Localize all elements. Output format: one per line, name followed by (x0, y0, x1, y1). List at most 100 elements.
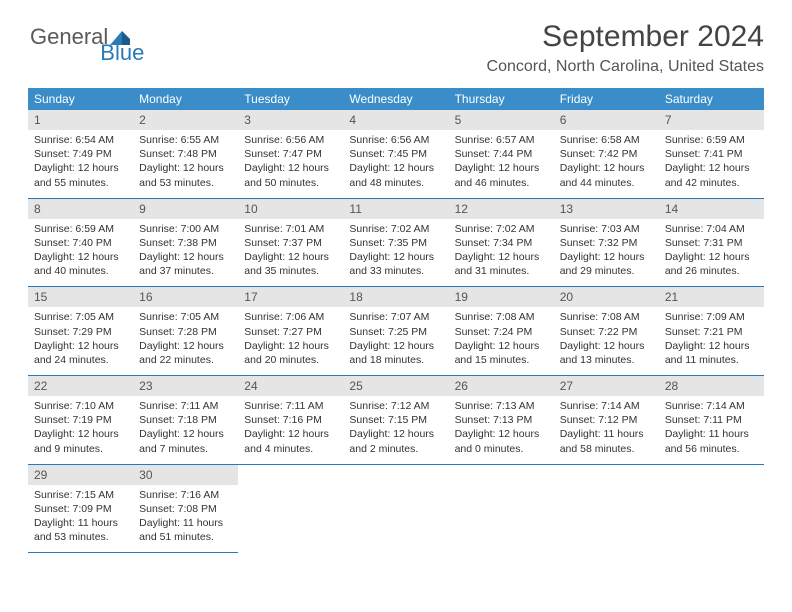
daylight-text: Daylight: 12 hours and 33 minutes. (349, 250, 442, 278)
sunset-text: Sunset: 7:08 PM (139, 502, 232, 516)
week-row: 15Sunrise: 7:05 AMSunset: 7:29 PMDayligh… (28, 287, 764, 376)
daylight-text: Daylight: 12 hours and 31 minutes. (455, 250, 548, 278)
day-header: Monday (133, 88, 238, 110)
day-body: Sunrise: 7:02 AMSunset: 7:34 PMDaylight:… (449, 219, 554, 287)
day-number: 6 (554, 110, 659, 130)
sunset-text: Sunset: 7:48 PM (139, 147, 232, 161)
day-header: Wednesday (343, 88, 448, 110)
daylight-text: Daylight: 12 hours and 20 minutes. (244, 339, 337, 367)
day-number: 26 (449, 376, 554, 396)
day-number: 21 (659, 287, 764, 307)
day-header: Friday (554, 88, 659, 110)
day-body: Sunrise: 7:16 AMSunset: 7:08 PMDaylight:… (133, 485, 238, 553)
sunrise-text: Sunrise: 6:59 AM (34, 222, 127, 236)
day-cell: 20Sunrise: 7:08 AMSunset: 7:22 PMDayligh… (554, 287, 659, 376)
day-number: 16 (133, 287, 238, 307)
day-cell: 21Sunrise: 7:09 AMSunset: 7:21 PMDayligh… (659, 287, 764, 376)
sunrise-text: Sunrise: 7:08 AM (560, 310, 653, 324)
logo-text-general: General (30, 24, 108, 50)
daylight-text: Daylight: 12 hours and 13 minutes. (560, 339, 653, 367)
day-body: Sunrise: 7:08 AMSunset: 7:24 PMDaylight:… (449, 307, 554, 375)
daylight-text: Daylight: 12 hours and 7 minutes. (139, 427, 232, 455)
sunrise-text: Sunrise: 7:00 AM (139, 222, 232, 236)
day-number: 2 (133, 110, 238, 130)
day-header: Sunday (28, 88, 133, 110)
daylight-text: Daylight: 12 hours and 42 minutes. (665, 161, 758, 189)
day-body: Sunrise: 7:00 AMSunset: 7:38 PMDaylight:… (133, 219, 238, 287)
daylight-text: Daylight: 12 hours and 22 minutes. (139, 339, 232, 367)
day-number: 5 (449, 110, 554, 130)
day-number: 29 (28, 465, 133, 485)
day-body: Sunrise: 7:06 AMSunset: 7:27 PMDaylight:… (238, 307, 343, 375)
day-cell: 14Sunrise: 7:04 AMSunset: 7:31 PMDayligh… (659, 198, 764, 287)
day-number: 28 (659, 376, 764, 396)
sunset-text: Sunset: 7:27 PM (244, 325, 337, 339)
day-cell: 22Sunrise: 7:10 AMSunset: 7:19 PMDayligh… (28, 376, 133, 465)
sunset-text: Sunset: 7:29 PM (34, 325, 127, 339)
sunset-text: Sunset: 7:12 PM (560, 413, 653, 427)
sunset-text: Sunset: 7:47 PM (244, 147, 337, 161)
sunset-text: Sunset: 7:16 PM (244, 413, 337, 427)
day-body: Sunrise: 7:03 AMSunset: 7:32 PMDaylight:… (554, 219, 659, 287)
sunrise-text: Sunrise: 6:59 AM (665, 133, 758, 147)
sunset-text: Sunset: 7:31 PM (665, 236, 758, 250)
sunset-text: Sunset: 7:11 PM (665, 413, 758, 427)
sunset-text: Sunset: 7:21 PM (665, 325, 758, 339)
sunset-text: Sunset: 7:41 PM (665, 147, 758, 161)
day-body: Sunrise: 7:08 AMSunset: 7:22 PMDaylight:… (554, 307, 659, 375)
daylight-text: Daylight: 12 hours and 15 minutes. (455, 339, 548, 367)
day-number: 19 (449, 287, 554, 307)
daylight-text: Daylight: 12 hours and 46 minutes. (455, 161, 548, 189)
day-cell: 5Sunrise: 6:57 AMSunset: 7:44 PMDaylight… (449, 110, 554, 198)
sunrise-text: Sunrise: 7:04 AM (665, 222, 758, 236)
daylight-text: Daylight: 12 hours and 53 minutes. (139, 161, 232, 189)
day-body: Sunrise: 6:59 AMSunset: 7:40 PMDaylight:… (28, 219, 133, 287)
sunrise-text: Sunrise: 7:11 AM (139, 399, 232, 413)
day-number: 9 (133, 199, 238, 219)
day-body: Sunrise: 7:11 AMSunset: 7:16 PMDaylight:… (238, 396, 343, 464)
day-body: Sunrise: 6:56 AMSunset: 7:45 PMDaylight:… (343, 130, 448, 198)
day-cell: 27Sunrise: 7:14 AMSunset: 7:12 PMDayligh… (554, 376, 659, 465)
sunset-text: Sunset: 7:25 PM (349, 325, 442, 339)
sunrise-text: Sunrise: 6:54 AM (34, 133, 127, 147)
day-number: 27 (554, 376, 659, 396)
daylight-text: Daylight: 12 hours and 40 minutes. (34, 250, 127, 278)
day-cell: 7Sunrise: 6:59 AMSunset: 7:41 PMDaylight… (659, 110, 764, 198)
day-body: Sunrise: 7:14 AMSunset: 7:12 PMDaylight:… (554, 396, 659, 464)
sunrise-text: Sunrise: 7:01 AM (244, 222, 337, 236)
daylight-text: Daylight: 12 hours and 18 minutes. (349, 339, 442, 367)
day-body: Sunrise: 7:14 AMSunset: 7:11 PMDaylight:… (659, 396, 764, 464)
sunrise-text: Sunrise: 7:05 AM (139, 310, 232, 324)
sunrise-text: Sunrise: 7:07 AM (349, 310, 442, 324)
day-header: Thursday (449, 88, 554, 110)
daylight-text: Daylight: 12 hours and 0 minutes. (455, 427, 548, 455)
day-number: 12 (449, 199, 554, 219)
day-number: 20 (554, 287, 659, 307)
day-body: Sunrise: 6:58 AMSunset: 7:42 PMDaylight:… (554, 130, 659, 198)
day-cell: 30Sunrise: 7:16 AMSunset: 7:08 PMDayligh… (133, 464, 238, 553)
daylight-text: Daylight: 12 hours and 2 minutes. (349, 427, 442, 455)
sunset-text: Sunset: 7:32 PM (560, 236, 653, 250)
day-cell: 1Sunrise: 6:54 AMSunset: 7:49 PMDaylight… (28, 110, 133, 198)
logo: General Blue (30, 24, 176, 50)
daylight-text: Daylight: 12 hours and 48 minutes. (349, 161, 442, 189)
day-number: 11 (343, 199, 448, 219)
day-number: 18 (343, 287, 448, 307)
sunset-text: Sunset: 7:42 PM (560, 147, 653, 161)
day-cell: 16Sunrise: 7:05 AMSunset: 7:28 PMDayligh… (133, 287, 238, 376)
day-cell: 4Sunrise: 6:56 AMSunset: 7:45 PMDaylight… (343, 110, 448, 198)
daylight-text: Daylight: 11 hours and 51 minutes. (139, 516, 232, 544)
sunrise-text: Sunrise: 6:56 AM (349, 133, 442, 147)
day-cell: 2Sunrise: 6:55 AMSunset: 7:48 PMDaylight… (133, 110, 238, 198)
daylight-text: Daylight: 12 hours and 35 minutes. (244, 250, 337, 278)
sunset-text: Sunset: 7:15 PM (349, 413, 442, 427)
week-row: 29Sunrise: 7:15 AMSunset: 7:09 PMDayligh… (28, 464, 764, 553)
day-cell: 13Sunrise: 7:03 AMSunset: 7:32 PMDayligh… (554, 198, 659, 287)
daylight-text: Daylight: 12 hours and 44 minutes. (560, 161, 653, 189)
day-cell (659, 464, 764, 553)
day-body: Sunrise: 6:59 AMSunset: 7:41 PMDaylight:… (659, 130, 764, 198)
day-cell: 8Sunrise: 6:59 AMSunset: 7:40 PMDaylight… (28, 198, 133, 287)
day-number: 1 (28, 110, 133, 130)
day-cell: 17Sunrise: 7:06 AMSunset: 7:27 PMDayligh… (238, 287, 343, 376)
day-number: 13 (554, 199, 659, 219)
